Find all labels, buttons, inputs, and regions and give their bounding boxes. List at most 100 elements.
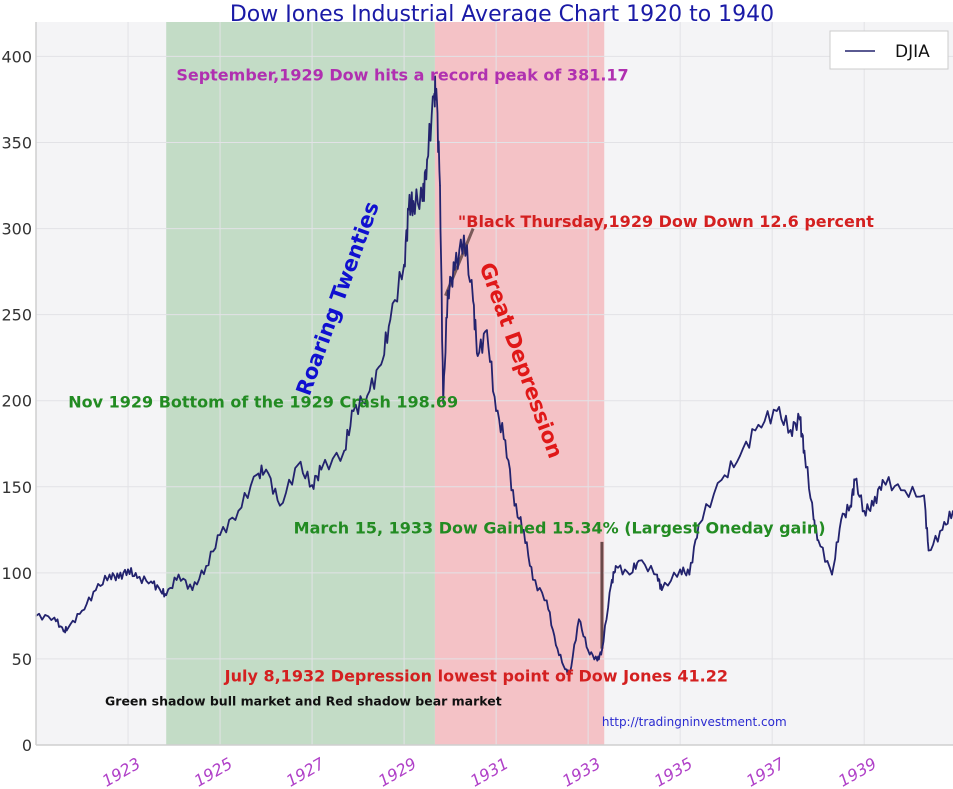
data-point: [601, 649, 603, 652]
data-point: [849, 504, 852, 507]
x-tick-label: 1933: [559, 754, 604, 789]
data-point: [311, 484, 313, 486]
y-tick-label: 50: [12, 650, 32, 669]
data-point: [472, 300, 474, 302]
data-point: [352, 410, 355, 412]
data-point: [840, 518, 842, 521]
legend: DJIA: [829, 30, 949, 70]
data-point: [798, 418, 801, 421]
lowest-point-annotation: July 8,1932 Depression lowest point of D…: [224, 666, 728, 685]
data-point: [389, 319, 392, 321]
data-point: [812, 518, 815, 521]
data-point: [564, 668, 566, 671]
data-point: [407, 208, 410, 211]
data-point: [927, 549, 930, 552]
x-tick-label: 1929: [375, 754, 420, 789]
y-tick-label: 150: [1, 478, 32, 497]
data-point: [803, 449, 806, 452]
data-point: [265, 468, 267, 471]
data-point: [817, 539, 819, 541]
data-point: [412, 200, 415, 202]
y-tick-label: 350: [1, 134, 32, 153]
data-point: [688, 573, 691, 576]
data-point: [900, 489, 902, 492]
data-point: [421, 200, 424, 202]
data-point: [433, 95, 435, 97]
data-point: [380, 363, 382, 366]
data-point: [941, 529, 944, 531]
data-point: [191, 589, 194, 591]
data-point: [67, 627, 70, 629]
x-tick-label: 1937: [743, 753, 788, 789]
data-point: [136, 577, 139, 579]
y-tick-label: 200: [1, 392, 32, 411]
data-point: [587, 649, 589, 652]
data-point: [789, 429, 792, 431]
data-point: [320, 468, 323, 471]
black-thursday-annotation: "Black Thursday,1929 Dow Down 12.6 perce…: [458, 212, 874, 231]
peak-annotation: September,1929 Dow hits a record peak of…: [176, 66, 628, 85]
data-point: [108, 573, 111, 576]
data-point: [545, 599, 548, 602]
data-point: [446, 289, 449, 292]
data-point: [453, 269, 456, 271]
data-point: [720, 479, 723, 481]
data-point: [504, 439, 507, 442]
data-point: [522, 529, 525, 531]
data-point: [660, 589, 663, 591]
y-axis-ticks: 0 50 100 150 200 250 300 350 400: [1, 47, 32, 755]
data-point: [343, 449, 346, 452]
data-point: [95, 589, 97, 591]
data-point: [81, 609, 83, 612]
data-point: [486, 329, 488, 331]
data-point: [679, 568, 681, 571]
shading-note: Green shadow bull market and Red shadow …: [105, 693, 502, 708]
legend-box: [829, 30, 949, 70]
data-point: [656, 573, 658, 576]
data-point: [426, 158, 428, 161]
data-point: [442, 402, 444, 404]
data-point: [53, 616, 56, 619]
legend-label-djia: DJIA: [895, 42, 930, 62]
data-point: [439, 184, 441, 187]
data-point: [637, 560, 640, 562]
data-point: [205, 565, 208, 567]
data-point: [279, 504, 281, 507]
y-tick-label: 250: [1, 306, 32, 325]
data-point: [256, 473, 258, 476]
data-point: [476, 355, 479, 357]
crash-bottom-annotation: Nov 1929 Bottom of the 1929 Crash 198.69: [68, 393, 458, 412]
x-tick-label: 1927: [283, 753, 328, 789]
data-point: [219, 534, 221, 536]
data-point: [177, 573, 180, 576]
data-point: [403, 263, 405, 266]
x-tick-label: 1931: [467, 754, 512, 789]
data-point: [237, 510, 240, 512]
y-tick-label: 0: [22, 736, 32, 755]
data-point: [532, 578, 534, 581]
x-axis-ticks: 1923 1925 1927 1929 1931 1933 1935 1937 1939: [99, 753, 880, 789]
data-point: [610, 584, 612, 586]
data-point: [775, 410, 778, 412]
data-point: [614, 565, 617, 567]
data-point: [881, 479, 884, 481]
data-point: [165, 594, 168, 597]
data-point: [62, 630, 65, 633]
data-point: [366, 394, 369, 397]
data-point: [495, 410, 497, 412]
data-point: [596, 659, 599, 662]
data-point: [757, 424, 760, 426]
data-point: [628, 573, 631, 576]
data-point: [463, 234, 465, 237]
data-point: [578, 618, 580, 621]
data-point: [513, 504, 516, 507]
data-point: [923, 494, 925, 497]
data-point: [863, 510, 865, 512]
data-point: [297, 463, 300, 466]
y-tick-label: 100: [1, 564, 32, 583]
x-tick-label: 1939: [835, 754, 880, 789]
data-point: [127, 568, 129, 571]
x-tick-label: 1923: [99, 754, 144, 789]
data-point: [831, 573, 833, 576]
